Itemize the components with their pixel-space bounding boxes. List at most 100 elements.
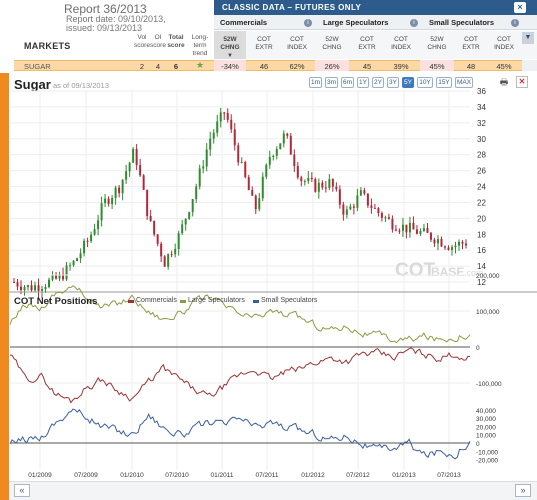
period-button-10y[interactable]: 10Y bbox=[417, 77, 433, 88]
candle-body bbox=[314, 178, 317, 192]
sub-header-large-52w[interactable]: 52W CHNG bbox=[315, 36, 349, 52]
candle-body bbox=[104, 198, 107, 204]
period-button-1y[interactable]: 1Y bbox=[357, 77, 369, 88]
candle-body bbox=[296, 165, 299, 178]
sub-header-line: INDEX bbox=[287, 44, 307, 51]
total-score-header: Total score bbox=[167, 34, 185, 50]
candle-body bbox=[230, 119, 233, 130]
candle-body bbox=[433, 239, 436, 244]
candle-body bbox=[363, 190, 366, 194]
candle-body bbox=[226, 112, 229, 120]
candle-body bbox=[321, 182, 324, 188]
period-button-1m[interactable]: 1m bbox=[309, 77, 322, 88]
x-tick-label: 07/2012 bbox=[346, 472, 370, 479]
sub-header-comm-extr[interactable]: COT EXTR bbox=[247, 36, 281, 52]
candle-body bbox=[41, 289, 44, 291]
candle-body bbox=[209, 138, 212, 150]
candle-body bbox=[328, 179, 331, 189]
info-icon[interactable]: i bbox=[410, 19, 418, 27]
y-tick-label: -100,000 bbox=[476, 381, 502, 388]
trend-header-line3: trend bbox=[192, 50, 208, 57]
y-tick-label: 40,000 bbox=[476, 408, 496, 415]
legend-commercials[interactable]: Commercials bbox=[136, 297, 177, 304]
scroll-down-icon[interactable]: ▼ bbox=[522, 32, 534, 44]
candle-body bbox=[247, 177, 250, 191]
candle-body bbox=[370, 205, 373, 208]
sub-header-comm-52w[interactable]: 52W CHNG ▼ bbox=[213, 36, 247, 60]
report-title: Report 36/2013 bbox=[64, 2, 147, 16]
sub-header-large-extr[interactable]: COT EXTR bbox=[350, 36, 384, 52]
sub-header-comm-index[interactable]: COT INDEX bbox=[280, 36, 314, 52]
info-icon[interactable]: i bbox=[511, 19, 519, 27]
candle-body bbox=[111, 197, 114, 205]
group-header-row bbox=[214, 15, 537, 30]
sub-header-small-index[interactable]: COT INDEX bbox=[487, 36, 521, 52]
chart-title: Sugar bbox=[14, 77, 51, 92]
candle-body bbox=[198, 168, 201, 187]
candle-body bbox=[62, 274, 65, 280]
sub-header-small-extr[interactable]: COT EXTR bbox=[454, 36, 488, 52]
y-tick-label: 100,000 bbox=[476, 309, 500, 316]
candle-body bbox=[219, 112, 222, 122]
candle-body bbox=[261, 176, 264, 199]
period-button-5y[interactable]: 5Y bbox=[402, 77, 414, 88]
candle-body bbox=[233, 129, 236, 146]
long-term-trend-header: Long- term trend bbox=[189, 34, 211, 58]
candle-body bbox=[384, 217, 387, 219]
price-candles bbox=[13, 107, 467, 298]
period-button-15y[interactable]: 15Y bbox=[436, 77, 452, 88]
y-tick-label: 20 bbox=[477, 214, 486, 223]
print-icon[interactable]: 🖶 bbox=[499, 77, 509, 87]
table-row[interactable] bbox=[14, 60, 523, 71]
accent-bar bbox=[0, 73, 9, 500]
legend-large-speculators[interactable]: Large Speculators bbox=[188, 297, 245, 304]
period-button-max[interactable]: MAX bbox=[455, 77, 473, 88]
market-name[interactable]: SUGAR bbox=[24, 62, 51, 71]
sub-header-line: COT bbox=[497, 36, 511, 43]
candle-body bbox=[272, 155, 275, 158]
period-button-3m[interactable]: 3m bbox=[325, 77, 338, 88]
collapse-icon[interactable]: × bbox=[514, 2, 526, 13]
period-button-2y[interactable]: 2Y bbox=[372, 77, 384, 88]
candle-body bbox=[286, 133, 289, 136]
price-axis: 12 14 16 18 20 22 24 26 28 30 32 34 36 bbox=[477, 87, 486, 287]
large-speculators-line bbox=[9, 285, 471, 344]
legend-small-speculators[interactable]: Small Speculators bbox=[261, 297, 318, 304]
y-tick-label: 30,000 bbox=[476, 416, 496, 423]
next-button[interactable]: » bbox=[515, 484, 531, 497]
x-axis-labels: 01/2009 07/2009 01/2010 07/2010 01/2011 07/20… bbox=[28, 472, 461, 479]
cot-title: COT Net Positions bbox=[14, 296, 98, 307]
candle-body bbox=[114, 187, 117, 198]
sub-header-line: COT bbox=[464, 36, 478, 43]
candle-body bbox=[317, 182, 320, 192]
sort-down-icon: ▼ bbox=[227, 53, 233, 59]
report-date: Report date: 09/10/2013, bbox=[66, 14, 166, 24]
candle-body bbox=[324, 187, 327, 189]
close-chart-icon[interactable]: ✕ bbox=[516, 76, 528, 88]
candle-body bbox=[303, 181, 306, 183]
sub-header-line: COT bbox=[394, 36, 408, 43]
sub-header-line: EXTR bbox=[255, 44, 273, 51]
cell-highlight bbox=[315, 60, 349, 71]
sub-header-line: INDEX bbox=[494, 44, 514, 51]
sub-header-small-52w[interactable]: 52W CHNG bbox=[420, 36, 454, 52]
vol-score: 2 bbox=[139, 62, 145, 71]
scrollbar[interactable] bbox=[522, 60, 537, 71]
prev-button[interactable]: « bbox=[14, 484, 30, 497]
period-button-3y[interactable]: 3Y bbox=[387, 77, 399, 88]
candle-body bbox=[90, 234, 93, 242]
candle-body bbox=[258, 198, 261, 210]
y-tick-label: 24 bbox=[477, 183, 486, 192]
y-tick-label: 22 bbox=[477, 198, 486, 207]
candle-body bbox=[132, 148, 135, 163]
candle-body bbox=[212, 132, 215, 139]
info-icon[interactable]: i bbox=[304, 19, 312, 27]
period-button-6m[interactable]: 6m bbox=[341, 77, 354, 88]
y-tick-label: 20,000 bbox=[476, 424, 496, 431]
candle-body bbox=[275, 149, 278, 156]
candle-body bbox=[465, 243, 467, 246]
candle-body bbox=[331, 179, 334, 187]
sub-header-large-index[interactable]: COT INDEX bbox=[384, 36, 418, 52]
issued-date: issued: 09/13/2013 bbox=[66, 23, 143, 33]
